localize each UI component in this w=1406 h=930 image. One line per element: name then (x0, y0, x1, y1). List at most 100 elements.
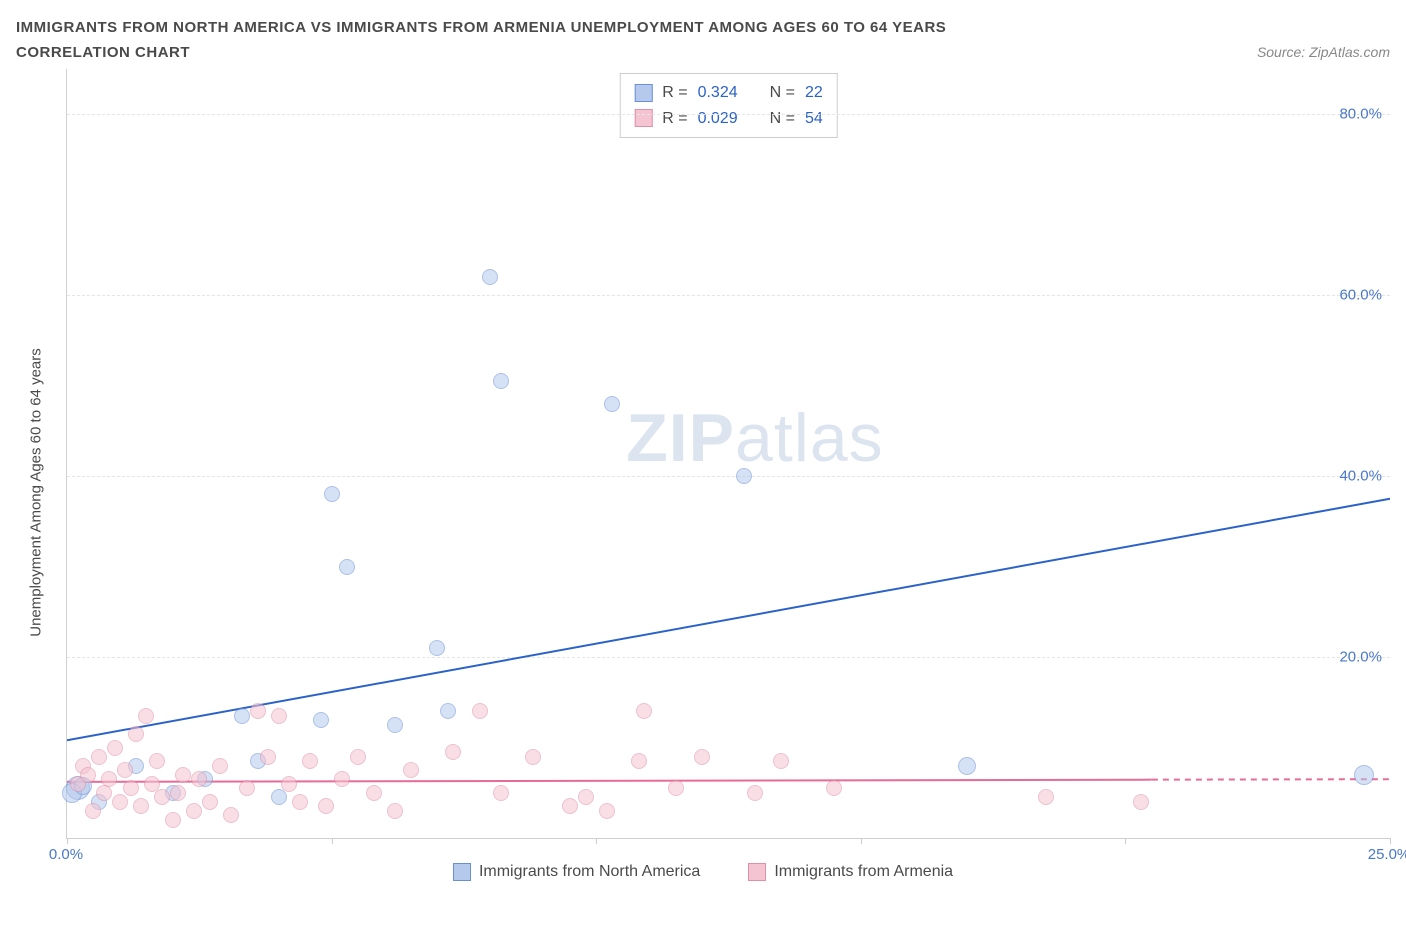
data-point (445, 744, 461, 760)
x-tick (861, 838, 862, 844)
data-point (631, 753, 647, 769)
data-point (212, 758, 228, 774)
data-point (440, 703, 456, 719)
data-point (128, 726, 144, 742)
source-prefix: Source: (1257, 44, 1309, 60)
data-point (302, 753, 318, 769)
y-tick-label: 20.0% (1339, 649, 1382, 666)
x-tick-label: 25.0% (1368, 846, 1406, 863)
data-point (1354, 765, 1374, 785)
data-point (324, 486, 340, 502)
y-tick-label: 60.0% (1339, 287, 1382, 304)
data-point (191, 771, 207, 787)
watermark-zip: ZIP (626, 400, 735, 476)
plot-area: ZIPatlas R = 0.324 N = 22 R = 0.029 N = … (66, 69, 1390, 839)
legend-label-north-america: Immigrants from North America (479, 863, 700, 881)
data-point (318, 798, 334, 814)
data-point (958, 757, 976, 775)
gridline (67, 476, 1390, 477)
data-point (186, 803, 202, 819)
data-point (493, 373, 509, 389)
data-point (604, 396, 620, 412)
data-point (472, 703, 488, 719)
data-point (313, 712, 329, 728)
data-point (149, 753, 165, 769)
data-point (101, 771, 117, 787)
data-point (366, 785, 382, 801)
trend-lines (67, 69, 1390, 838)
legend-item-north-america: Immigrants from North America (453, 863, 700, 881)
data-point (260, 749, 276, 765)
source-attribution: Source: ZipAtlas.com (1257, 44, 1390, 60)
data-point (599, 803, 615, 819)
data-point (85, 803, 101, 819)
r-label: R = (662, 80, 687, 106)
data-point (123, 780, 139, 796)
gridline (67, 657, 1390, 658)
data-point (239, 780, 255, 796)
y-axis-label: Unemployment Among Ages 60 to 64 years (28, 348, 45, 637)
data-point (636, 703, 652, 719)
data-point (826, 780, 842, 796)
data-point (1133, 794, 1149, 810)
legend-label-armenia: Immigrants from Armenia (774, 863, 953, 881)
x-tick (1125, 838, 1126, 844)
data-point (578, 789, 594, 805)
data-point (154, 789, 170, 805)
data-point (138, 708, 154, 724)
legend-swatch-north-america (634, 84, 652, 102)
data-point (271, 789, 287, 805)
x-tick (67, 838, 68, 844)
legend-swatch-armenia (634, 109, 652, 127)
x-tick (1390, 838, 1391, 844)
data-point (493, 785, 509, 801)
chart-container: Unemployment Among Ages 60 to 64 years Z… (16, 69, 1390, 899)
data-point (562, 798, 578, 814)
x-tick-label: 0.0% (49, 846, 83, 863)
n-value-armenia: 54 (805, 106, 823, 132)
data-point (1038, 789, 1054, 805)
data-point (107, 740, 123, 756)
data-point (112, 794, 128, 810)
r-value-north-america: 0.324 (698, 80, 738, 106)
data-point (694, 749, 710, 765)
data-point (482, 269, 498, 285)
data-point (117, 762, 133, 778)
header: IMMIGRANTS FROM NORTH AMERICA VS IMMIGRA… (16, 16, 1390, 61)
gridline (67, 114, 1390, 115)
y-tick-label: 40.0% (1339, 468, 1382, 485)
source-name: ZipAtlas.com (1309, 44, 1390, 60)
data-point (429, 640, 445, 656)
data-point (91, 749, 107, 765)
data-point (223, 807, 239, 823)
legend-swatch-icon (453, 863, 471, 881)
data-point (170, 785, 186, 801)
data-point (403, 762, 419, 778)
data-point (80, 767, 96, 783)
n-label: N = (770, 106, 795, 132)
legend-item-armenia: Immigrants from Armenia (748, 863, 953, 881)
chart-subtitle: CORRELATION CHART (16, 44, 190, 61)
data-point (525, 749, 541, 765)
data-point (133, 798, 149, 814)
data-point (387, 803, 403, 819)
legend-swatch-icon (748, 863, 766, 881)
data-point (175, 767, 191, 783)
data-point (773, 753, 789, 769)
data-point (736, 468, 752, 484)
stats-legend-row: R = 0.324 N = 22 (634, 80, 823, 106)
chart-title: IMMIGRANTS FROM NORTH AMERICA VS IMMIGRA… (16, 16, 1390, 40)
stats-legend-row: R = 0.029 N = 54 (634, 106, 823, 132)
data-point (747, 785, 763, 801)
data-point (334, 771, 350, 787)
x-tick (332, 838, 333, 844)
r-label: R = (662, 106, 687, 132)
data-point (271, 708, 287, 724)
data-point (281, 776, 297, 792)
data-point (350, 749, 366, 765)
data-point (250, 703, 266, 719)
data-point (234, 708, 250, 724)
data-point (202, 794, 218, 810)
y-tick-label: 80.0% (1339, 106, 1382, 123)
x-tick (596, 838, 597, 844)
